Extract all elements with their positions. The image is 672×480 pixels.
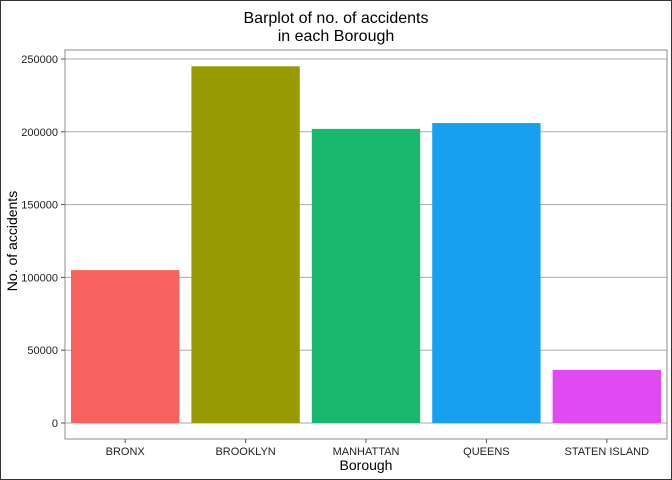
x-axis-label: Borough	[340, 457, 393, 473]
bar-brooklyn	[191, 66, 300, 423]
y-tick-label: 150000	[21, 200, 58, 212]
x-tick-label: STATEN ISLAND	[565, 446, 650, 458]
x-tick-label: QUEENS	[463, 446, 509, 458]
y-axis-ticks: 0 50000 100000 150000 200000 250000	[21, 54, 65, 430]
bar-queens	[432, 123, 541, 424]
chart-title-line-1: Barplot of no. of accidents	[244, 10, 429, 27]
y-tick-label: 100000	[21, 272, 58, 284]
y-tick-label: 200000	[21, 127, 58, 139]
y-tick-label: 0	[52, 418, 58, 430]
chart-title-line-2: in each Borough	[278, 28, 395, 45]
x-tick-label: BRONX	[106, 446, 146, 458]
bar-staten-island	[552, 369, 661, 423]
bars	[71, 66, 661, 424]
y-axis-label: No. of accidents	[4, 191, 20, 291]
bar-manhattan	[311, 128, 421, 423]
x-axis-ticks: BRONX BROOKLYN MANHATTAN QUEENS STATEN ISLAN…	[106, 439, 649, 458]
x-tick-label: BROOKLYN	[215, 446, 275, 458]
x-tick-label: MANHATTAN	[333, 446, 400, 458]
y-tick-label: 250000	[21, 54, 58, 66]
bar-bronx	[71, 270, 180, 423]
y-tick-label: 50000	[27, 345, 58, 357]
